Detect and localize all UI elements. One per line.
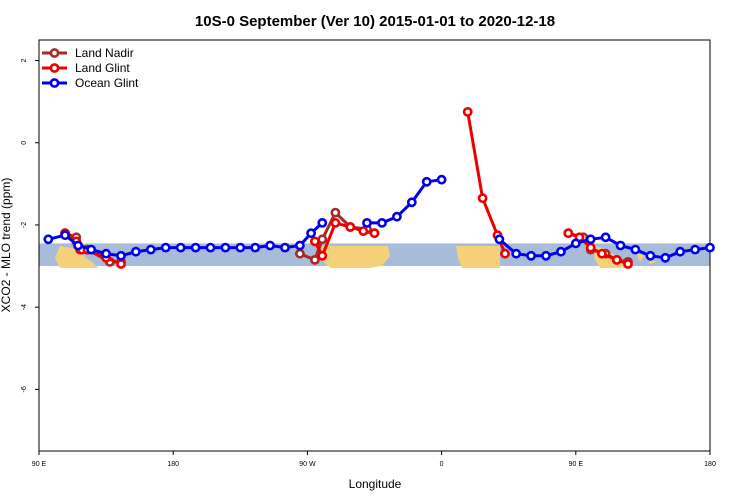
ocean-glint-point bbox=[280, 242, 290, 253]
land-glint-point bbox=[369, 228, 380, 239]
ocean-glint-point bbox=[160, 242, 171, 253]
ocean-glint-point bbox=[570, 238, 581, 249]
ocean-glint-point bbox=[675, 246, 686, 257]
ocean-glint-point bbox=[436, 174, 447, 185]
legend-marker bbox=[49, 48, 60, 58]
legend-label: Land Glint bbox=[75, 61, 130, 75]
land-nadir-point bbox=[309, 254, 320, 265]
x-tick-label: 90 E bbox=[32, 461, 47, 468]
chart-title: 10S-0 September (Ver 10) 2015-01-01 to 2… bbox=[195, 13, 555, 30]
series-layer bbox=[43, 107, 715, 269]
ocean-glint-point bbox=[421, 176, 432, 187]
x-axis-label: Longitude bbox=[349, 477, 402, 491]
land-glint-point bbox=[317, 250, 328, 261]
ocean-glint-point bbox=[175, 242, 186, 253]
legend-item-land-glint: Land Glint bbox=[42, 61, 130, 75]
y-tick-label: -6 bbox=[21, 386, 28, 392]
legend-marker bbox=[49, 63, 60, 73]
land-glint-point bbox=[116, 259, 126, 269]
ocean-glint-point bbox=[190, 242, 201, 253]
y-axis-label: XCO2 - MLO trend (ppm) bbox=[0, 178, 13, 313]
south-america-landmass bbox=[322, 246, 390, 268]
legend-marker bbox=[49, 78, 60, 88]
land-glint-point bbox=[623, 259, 633, 269]
indonesia-islands-2 bbox=[636, 252, 656, 264]
ocean-glint-point bbox=[145, 244, 156, 255]
ocean-glint-point bbox=[101, 248, 111, 259]
land-glint-point bbox=[358, 226, 369, 236]
ocean-glint-point bbox=[494, 234, 505, 245]
ocean-glint-point bbox=[615, 240, 626, 251]
ocean-glint-point bbox=[391, 211, 402, 222]
ocean-glint-point bbox=[317, 217, 328, 228]
ocean-glint-point bbox=[556, 246, 566, 257]
ocean-glint-point bbox=[130, 246, 141, 257]
ocean-glint-point bbox=[43, 234, 54, 245]
ocean-glint-point bbox=[377, 217, 387, 228]
land-nadir-point bbox=[330, 207, 341, 218]
land-glint-point bbox=[462, 107, 473, 117]
land-nadir-point bbox=[294, 248, 305, 259]
land-glint-point bbox=[309, 236, 320, 247]
ocean-glint-point bbox=[630, 244, 641, 255]
x-tick-label: 90 E bbox=[569, 461, 584, 468]
ocean-glint-point bbox=[406, 197, 417, 208]
land-glint-point bbox=[563, 228, 574, 239]
y-tick-label: 0 bbox=[21, 141, 28, 145]
ocean-glint-point bbox=[73, 240, 83, 251]
ocean-glint-point bbox=[205, 242, 216, 253]
ocean-glint-point bbox=[362, 217, 372, 228]
ocean-glint-point bbox=[645, 250, 656, 261]
land-glint-point bbox=[477, 193, 488, 204]
ocean-glint-point bbox=[60, 230, 70, 241]
y-tick-label: 2 bbox=[21, 59, 28, 63]
ocean-glint-point bbox=[116, 250, 126, 261]
ocean-glint-point bbox=[585, 234, 596, 245]
land-glint-point bbox=[500, 248, 510, 259]
legend-item-land-nadir: Land Nadir bbox=[42, 46, 134, 60]
ocean-glint-line bbox=[367, 178, 442, 225]
land-glint-line bbox=[466, 111, 507, 255]
ocean-glint-point bbox=[86, 244, 97, 255]
ocean-glint-point bbox=[690, 244, 700, 255]
x-tick-label: 180 bbox=[167, 461, 179, 468]
land-glint-point bbox=[330, 217, 341, 228]
ocean-glint-point bbox=[600, 232, 611, 243]
ocean-glint-point bbox=[235, 242, 246, 253]
land-glint-point bbox=[611, 254, 622, 265]
x-tick-label: 90 W bbox=[299, 461, 316, 468]
land-glint-point bbox=[345, 222, 356, 232]
y-tick-label: -2 bbox=[21, 222, 28, 228]
ocean-glint-point bbox=[250, 242, 261, 253]
ocean-glint-point bbox=[511, 248, 522, 259]
land-glint-point bbox=[597, 248, 607, 259]
legend-label: Land Nadir bbox=[75, 46, 134, 60]
ocean-glint-point bbox=[220, 242, 231, 253]
axis-ticks: 90 E 180 90 W 0 90 E 180 2 0 -2 -4 -6 bbox=[21, 59, 716, 468]
ocean-glint-point bbox=[265, 240, 275, 251]
series-ocean-glint bbox=[43, 174, 715, 263]
ocean-glint-point bbox=[660, 252, 671, 263]
y-tick-label: -4 bbox=[21, 304, 28, 310]
ocean-glint-point bbox=[705, 242, 715, 253]
legend-label: Ocean Glint bbox=[75, 76, 139, 90]
ocean-glint-point bbox=[526, 250, 536, 261]
land-glint-point bbox=[585, 242, 596, 253]
ocean-glint-point bbox=[306, 228, 316, 239]
australia-landmass bbox=[55, 246, 98, 268]
x-tick-label: 0 bbox=[440, 461, 444, 468]
ocean-glint-point bbox=[541, 250, 551, 261]
ocean-glint-point bbox=[294, 240, 305, 251]
africa-landmass bbox=[456, 246, 500, 268]
legend-item-ocean-glint: Ocean Glint bbox=[42, 76, 139, 90]
series-land-glint bbox=[60, 107, 633, 269]
x-tick-label: 180 bbox=[704, 461, 716, 468]
